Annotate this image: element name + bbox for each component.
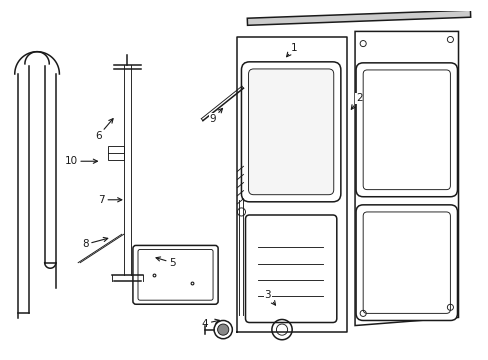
Circle shape (217, 324, 228, 335)
FancyBboxPatch shape (363, 70, 449, 190)
Text: 6: 6 (95, 119, 113, 141)
Text: 5: 5 (156, 257, 176, 268)
FancyBboxPatch shape (355, 63, 457, 197)
Text: 4: 4 (201, 319, 219, 329)
Text: 1: 1 (286, 42, 297, 57)
FancyBboxPatch shape (248, 69, 333, 195)
Text: 3: 3 (264, 290, 275, 305)
FancyBboxPatch shape (245, 215, 336, 323)
Bar (107, 146, 123, 160)
Polygon shape (354, 31, 458, 325)
FancyBboxPatch shape (363, 212, 449, 313)
Text: 2: 2 (350, 93, 362, 109)
FancyBboxPatch shape (241, 62, 340, 202)
FancyBboxPatch shape (138, 249, 213, 300)
FancyBboxPatch shape (133, 246, 218, 304)
Text: 9: 9 (209, 108, 222, 123)
Polygon shape (247, 10, 470, 25)
Text: 8: 8 (82, 238, 107, 249)
FancyBboxPatch shape (355, 205, 457, 320)
Text: 10: 10 (64, 156, 97, 166)
Text: 7: 7 (98, 195, 122, 205)
